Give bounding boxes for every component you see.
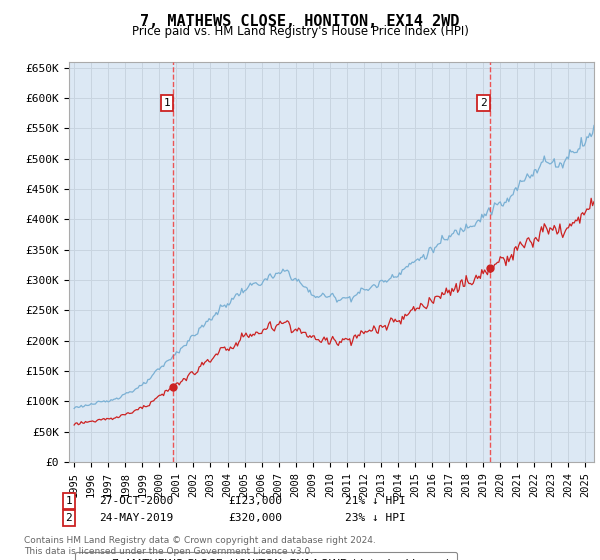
Text: 27-OCT-2000: 27-OCT-2000 [99,496,173,506]
Text: £123,000: £123,000 [228,496,282,506]
Text: £320,000: £320,000 [228,513,282,523]
Text: Price paid vs. HM Land Registry's House Price Index (HPI): Price paid vs. HM Land Registry's House … [131,25,469,38]
Text: 21% ↓ HPI: 21% ↓ HPI [345,496,406,506]
Text: 7, MATHEWS CLOSE, HONITON, EX14 2WD: 7, MATHEWS CLOSE, HONITON, EX14 2WD [140,14,460,29]
Text: 1: 1 [65,496,73,506]
Text: 24-MAY-2019: 24-MAY-2019 [99,513,173,523]
Text: 2: 2 [65,513,73,523]
Text: Contains HM Land Registry data © Crown copyright and database right 2024.
This d: Contains HM Land Registry data © Crown c… [24,536,376,556]
Legend: 7, MATHEWS CLOSE, HONITON, EX14 2WD (detached house), HPI: Average price, detach: 7, MATHEWS CLOSE, HONITON, EX14 2WD (det… [74,552,457,560]
Text: 1: 1 [163,98,170,108]
Text: 2: 2 [480,98,487,108]
Text: 23% ↓ HPI: 23% ↓ HPI [345,513,406,523]
